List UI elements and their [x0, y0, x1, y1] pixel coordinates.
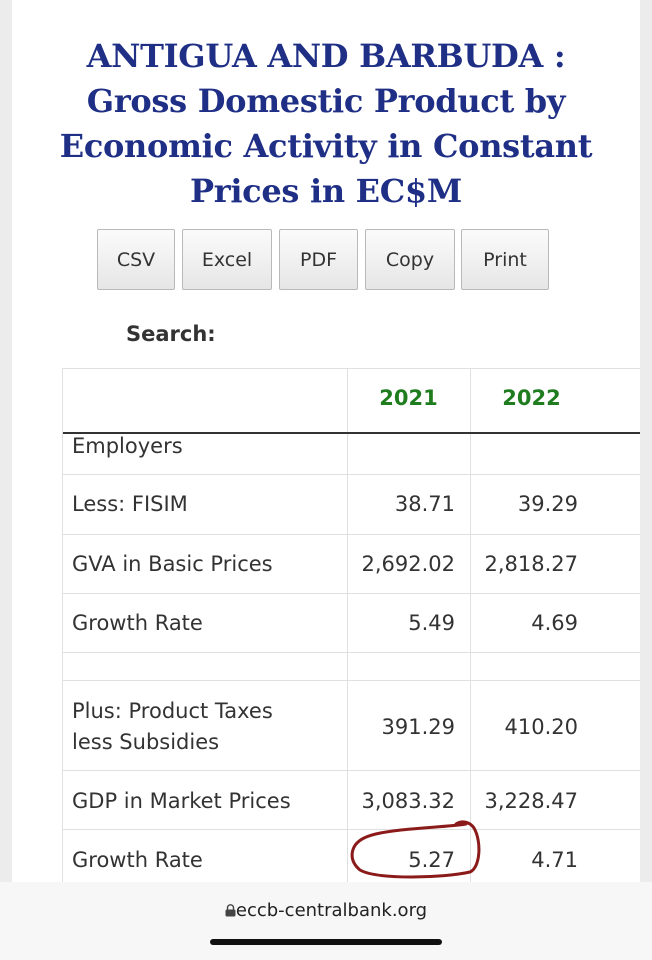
row-label-line: Plus: Product Taxes [72, 699, 273, 723]
table-cell-2021: 3,083.32 [361, 789, 455, 813]
address-bar[interactable]: eccb-centralbank.org [0, 900, 652, 921]
title-line-1: ANTIGUA AND BARBUDA : [86, 37, 566, 75]
table-cell-2021: 5.49 [408, 611, 455, 635]
pdf-button[interactable]: PDF [279, 229, 358, 290]
row-divider [63, 474, 640, 475]
lock-icon [225, 904, 236, 917]
row-divider [63, 829, 640, 830]
page-title: ANTIGUA AND BARBUDA : Gross Domestic Pro… [12, 34, 640, 214]
row-divider [63, 534, 640, 535]
header-divider [63, 432, 640, 434]
table-row-label: GDP in Market Prices [72, 789, 291, 813]
row-label-line: less Subsidies [72, 730, 220, 754]
title-line-4: Prices in EC$M [190, 172, 462, 210]
title-line-2: Gross Domestic Product by [86, 82, 566, 120]
table-row-label: GVA in Basic Prices [72, 552, 273, 576]
row-divider [63, 652, 640, 653]
home-indicator[interactable] [210, 939, 442, 945]
table-row-label: Employers [72, 434, 183, 458]
table-top-border [63, 368, 640, 369]
table-cell-2022: 410.20 [504, 715, 578, 739]
column-header-2021[interactable]: 2021 [379, 386, 438, 410]
web-page: ANTIGUA AND BARBUDA : Gross Domestic Pro… [12, 0, 640, 882]
column-divider [470, 368, 471, 882]
column-divider [347, 368, 348, 882]
row-divider [63, 593, 640, 594]
excel-button[interactable]: Excel [182, 229, 272, 290]
copy-button[interactable]: Copy [365, 229, 455, 290]
row-divider [63, 680, 640, 681]
browser-bottom-bar [0, 882, 652, 960]
search-label: Search: [126, 322, 216, 346]
annotation-circle [350, 820, 481, 879]
table-cell-2021: 2,692.02 [361, 552, 455, 576]
table-row-label: Plus: Product Taxes less Subsidies [72, 696, 273, 758]
print-button[interactable]: Print [461, 229, 549, 290]
title-line-3: Economic Activity in Constant [59, 127, 593, 165]
table-cell-2022: 4.71 [531, 848, 578, 872]
table-cell-2022: 3,228.47 [484, 789, 578, 813]
table-cell-2021: 38.71 [394, 492, 455, 516]
url-text: eccb-centralbank.org [235, 900, 428, 921]
table-row-label: Growth Rate [72, 611, 203, 635]
table-row-label: Less: FISIM [72, 492, 188, 516]
table-cell-2022: 4.69 [531, 611, 578, 635]
table-cell-2021: 5.27 [408, 848, 455, 872]
row-divider [63, 770, 640, 771]
table-cell-2022: 39.29 [517, 492, 578, 516]
csv-button[interactable]: CSV [97, 229, 175, 290]
column-header-2022[interactable]: 2022 [502, 386, 561, 410]
gdp-table: 2021 2022 Employers Less: FISIM 38.71 39… [62, 368, 640, 882]
table-row-label: Growth Rate [72, 848, 203, 872]
annotation-stroke [350, 820, 481, 879]
table-cell-2021: 391.29 [381, 715, 455, 739]
table-cell-2022: 2,818.27 [484, 552, 578, 576]
